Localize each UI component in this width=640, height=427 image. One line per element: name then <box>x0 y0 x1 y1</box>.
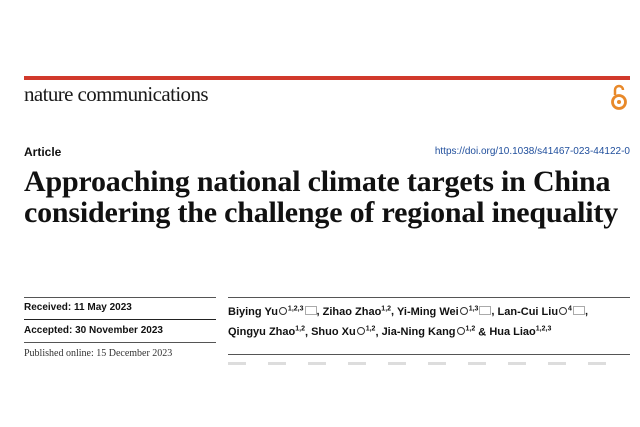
orcid-icon[interactable] <box>559 306 568 315</box>
divider <box>24 297 216 298</box>
accepted-date: Accepted: 30 November 2023 <box>24 325 163 336</box>
divider <box>24 319 216 320</box>
author-name: Biying Yu <box>228 305 278 318</box>
author[interactable]: Yi-Ming Wei 1,3 <box>396 305 492 318</box>
author-name: Yi-Ming Wei <box>396 305 459 318</box>
affiliation-number: 1,2 <box>465 325 476 333</box>
affiliation-number: 1,2,3 <box>287 305 304 312</box>
orcid-icon[interactable] <box>456 327 465 336</box>
author-name: Zihao Zhao <box>322 305 382 318</box>
divider <box>228 297 630 298</box>
affiliation-number: 1,3 <box>468 305 479 312</box>
author[interactable]: Shuo Xu 1,2 <box>311 325 376 339</box>
affiliation-number: 1,2,3 <box>535 325 552 333</box>
author-name: Hua Liao <box>489 326 536 339</box>
author[interactable]: Biying Yu 1,2,3 <box>228 305 317 318</box>
email-icon[interactable] <box>304 305 317 315</box>
email-icon[interactable] <box>479 305 492 315</box>
affiliation-number: 1,2 <box>295 325 305 333</box>
orcid-icon[interactable] <box>459 306 468 315</box>
author-name: Qingyu Zhao <box>228 326 296 339</box>
author[interactable]: Lan-Cui Liu 4 <box>497 305 585 318</box>
orcid-icon[interactable] <box>278 306 287 315</box>
article-title: Approaching national climate targets in … <box>24 165 619 229</box>
author[interactable]: Jia-Ning Kang 1,2 <box>381 325 476 339</box>
divider <box>24 342 216 343</box>
author-list: Biying Yu 1,2,3, Zihao Zhao1,2, Yi-Ming W… <box>228 305 589 339</box>
affiliation-number: 1,2 <box>381 305 392 312</box>
author[interactable]: Zihao Zhao1,2 <box>322 305 392 318</box>
email-icon[interactable] <box>572 305 585 315</box>
affiliation-number: 4 <box>568 305 572 312</box>
divider <box>228 354 630 355</box>
received-date: Received: 11 May 2023 <box>24 302 132 313</box>
affiliation-number: 1,2 <box>365 325 376 333</box>
author[interactable]: Qingyu Zhao1,2 <box>228 325 305 339</box>
journal-header-bar <box>24 76 630 80</box>
doi-link[interactable]: https://doi.org/10.1038/s41467-023-44122… <box>434 146 630 157</box>
article-type: Article <box>24 145 62 159</box>
published-date: Published online: 15 December 2023 <box>24 348 173 359</box>
abstract-text-faded <box>228 362 628 365</box>
author-name: Shuo Xu <box>311 326 356 339</box>
orcid-icon[interactable] <box>356 327 365 336</box>
author-name: Lan-Cui Liu <box>497 305 559 318</box>
open-access-icon <box>611 84 627 110</box>
author[interactable]: Hua Liao1,2,3 <box>489 325 552 339</box>
journal-name: nature communications <box>24 82 209 106</box>
author-name: Jia-Ning Kang <box>381 326 456 339</box>
